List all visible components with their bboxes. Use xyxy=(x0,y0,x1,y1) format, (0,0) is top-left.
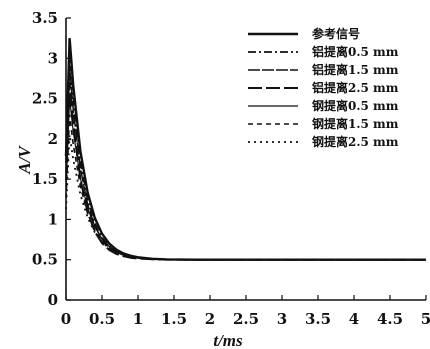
y-tick-label: 1 xyxy=(48,210,58,228)
legend-label: 参考信号 xyxy=(312,26,360,41)
legend-label: 钢提离1.5 mm xyxy=(312,116,399,131)
y-tick-label: 0 xyxy=(48,291,58,309)
x-tick-label: 2.5 xyxy=(233,310,259,328)
y-tick-label: 3.5 xyxy=(32,9,58,27)
x-tick-label: 4 xyxy=(349,310,359,328)
y-tick-label: 0.5 xyxy=(32,251,58,269)
x-tick-label: 3 xyxy=(277,310,287,328)
legend-label: 铝提离0.5 mm xyxy=(312,44,399,59)
y-tick-label: 2 xyxy=(48,130,58,148)
x-tick-label: 0.5 xyxy=(89,310,115,328)
legend-label: 钢提离0.5 mm xyxy=(312,98,399,113)
series-line-2 xyxy=(65,66,426,261)
axes: 0 0.5 1 1.5 2 2.5 3 3.5 4 4.5 5 0 0.5 1 1.5 2 2.5 3 3.5 xyxy=(32,9,430,328)
x-tick-label: 1.5 xyxy=(161,310,187,328)
x-tick-label: 0 xyxy=(61,310,71,328)
x-axis-label: t/ms xyxy=(213,331,243,349)
legend-label: 铝提离2.5 mm xyxy=(312,80,399,95)
series-line-6 xyxy=(65,134,426,261)
series-layer xyxy=(64,38,426,261)
y-tick-label: 3 xyxy=(48,49,58,67)
x-tick-label: 4.5 xyxy=(377,310,403,328)
x-tick-label: 1 xyxy=(133,310,143,328)
y-tick-label: 2.5 xyxy=(32,90,58,108)
x-tick-label: 2 xyxy=(205,310,215,328)
legend-label: 钢提离2.5 mm xyxy=(312,134,399,149)
y-axis-label: A/V xyxy=(15,145,34,175)
x-tick-label: 5 xyxy=(421,310,430,328)
x-tick-label: 3.5 xyxy=(305,310,331,328)
legend-label: 铝提离1.5 mm xyxy=(312,62,399,77)
y-tick-label: 1.5 xyxy=(32,170,58,188)
